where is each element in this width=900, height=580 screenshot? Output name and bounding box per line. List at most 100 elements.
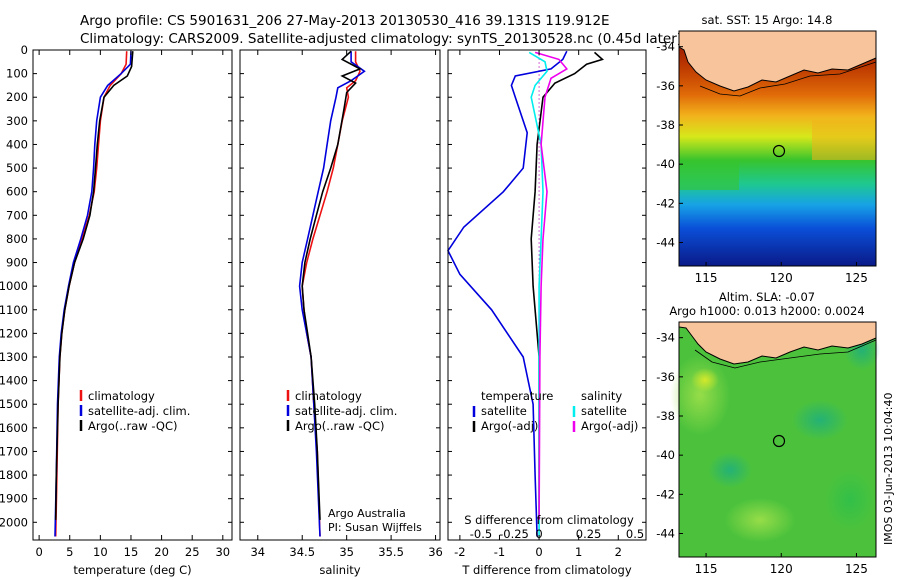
plot-frame bbox=[239, 49, 441, 541]
map-y-tick-label-5: -44 bbox=[656, 527, 675, 541]
x-axis-label: temperature (deg C) bbox=[73, 563, 191, 577]
x-tick-label-5: 25 bbox=[185, 545, 200, 559]
x-tick-label-0: 34 bbox=[250, 545, 265, 559]
sla-map-title: Altim. SLA: -0.07 bbox=[719, 290, 815, 304]
y-tick-label-9: 900 bbox=[6, 256, 28, 270]
x-tick-label-1: 5 bbox=[66, 545, 73, 559]
secondary-x-tick-label-4: 0.5 bbox=[626, 527, 644, 541]
x-tick-label-0: -2 bbox=[454, 545, 465, 559]
map-y-tick-label-2: -38 bbox=[656, 118, 675, 132]
sla-map-blob-3 bbox=[708, 452, 752, 488]
secondary-x-axis-label: S difference from climatology bbox=[464, 513, 634, 527]
x-tick-label-2: 10 bbox=[93, 545, 108, 559]
series-line-0 bbox=[301, 51, 361, 537]
legend-salinity-label-2: Argo(-adj) bbox=[581, 419, 638, 433]
x-tick-label-1: -1 bbox=[494, 545, 505, 559]
figure-title-line1: Argo profile: CS 5901631_206 27-May-2013… bbox=[80, 13, 610, 29]
x-axis-label: salinity bbox=[319, 563, 360, 577]
x-tick-label-4: 20 bbox=[154, 545, 169, 559]
figure-title-line2: Climatology: CARS2009. Satellite-adjuste… bbox=[80, 31, 682, 47]
map-y-tick-label-4: -42 bbox=[656, 196, 675, 210]
sla-map-land bbox=[678, 321, 877, 365]
map-x-tick-label-2: 125 bbox=[845, 271, 868, 285]
sst-map-argo-marker bbox=[772, 144, 786, 158]
map-y-tick-label-1: -36 bbox=[656, 370, 675, 384]
difference-panel: -2 -1 0 1 2 T difference from climatology temp… bbox=[447, 49, 647, 577]
y-tick-label-4: 400 bbox=[6, 137, 28, 151]
y-tick-label-7: 700 bbox=[6, 208, 28, 222]
plot-frame bbox=[32, 49, 233, 541]
timestamp-side-label: IMOS 03-Jun-2013 10:04:40 bbox=[882, 392, 895, 545]
sla-map-frame bbox=[678, 321, 877, 558]
legend-temperature-label-1: satellite bbox=[481, 404, 527, 418]
map-y-tick-label-3: -40 bbox=[656, 157, 675, 171]
legend-temperature-heading: temperature bbox=[481, 389, 553, 403]
map-y-tick-label-5: -44 bbox=[656, 236, 675, 250]
y-tick-label-6: 600 bbox=[6, 185, 28, 199]
legend-temperature-label-2: Argo(-adj) bbox=[481, 419, 538, 433]
x-tick-label-6: 30 bbox=[215, 545, 230, 559]
sst-map-patch-warm bbox=[812, 120, 876, 160]
sla-map-subtitle: Argo h1000: 0.013 h2000: 0.0024 bbox=[669, 304, 864, 318]
x-tick-label-3: 1 bbox=[575, 545, 582, 559]
series-line-2 bbox=[54, 51, 134, 520]
sst-map-patch-green bbox=[679, 160, 739, 190]
y-tick-label-13: 1300 bbox=[0, 350, 28, 364]
temperature-panel: 0 5 10 15 20 25 300100200300400500600700800900… bbox=[0, 43, 233, 577]
credit-annotation-0: Argo Australia bbox=[328, 507, 406, 520]
legend-label-0: climatology bbox=[295, 389, 362, 403]
x-tick-label-2: 35 bbox=[339, 545, 354, 559]
x-axis-label: T difference from climatology bbox=[461, 563, 632, 577]
y-tick-label-16: 1600 bbox=[0, 421, 28, 435]
secondary-x-tick-label-1: -0.25 bbox=[499, 527, 529, 541]
map-x-tick-label-2: 125 bbox=[845, 562, 868, 576]
secondary-x-tick-label-3: 0.25 bbox=[576, 527, 602, 541]
y-tick-label-11: 1100 bbox=[0, 303, 28, 317]
map-y-tick-label-4: -42 bbox=[656, 487, 675, 501]
map-y-tick-label-0: -34 bbox=[656, 40, 675, 54]
series-line-1 bbox=[530, 51, 605, 520]
map-x-tick-label-1: 120 bbox=[770, 562, 793, 576]
y-tick-label-8: 800 bbox=[6, 232, 28, 246]
map-y-tick-label-1: -36 bbox=[656, 79, 675, 93]
map-y-tick-label-3: -40 bbox=[656, 448, 675, 462]
sst-map-title: sat. SST: 15 Argo: 14.8 bbox=[702, 13, 833, 27]
series-line-2 bbox=[528, 51, 548, 537]
sla-map-argo-marker bbox=[772, 434, 786, 448]
map-x-tick-label-0: 115 bbox=[695, 271, 718, 285]
series-line-3 bbox=[534, 51, 569, 520]
legend-salinity-label-1: satellite bbox=[581, 404, 627, 418]
x-tick-label-4: 36 bbox=[428, 545, 443, 559]
map-y-tick-label-2: -38 bbox=[656, 409, 675, 423]
x-tick-label-1: 34.5 bbox=[289, 545, 315, 559]
x-tick-label-3: 35.5 bbox=[378, 545, 404, 559]
y-tick-label-18: 1800 bbox=[0, 468, 28, 482]
sla-map-blob-2 bbox=[691, 368, 719, 392]
x-tick-label-2: 0 bbox=[535, 545, 542, 559]
y-tick-label-5: 500 bbox=[6, 161, 28, 175]
x-tick-label-0: 0 bbox=[35, 545, 42, 559]
legend-label-1: satellite-adj. clim. bbox=[88, 404, 190, 418]
map-x-tick-label-0: 115 bbox=[695, 562, 718, 576]
sla-map: Altim. SLA: -0.07 Argo h1000: 0.013 h200… bbox=[656, 290, 880, 576]
y-tick-label-0: 0 bbox=[21, 43, 28, 57]
secondary-x-tick-label-2: 0 bbox=[535, 527, 542, 541]
sst-map-land bbox=[678, 30, 877, 92]
y-tick-label-15: 1500 bbox=[0, 397, 28, 411]
x-tick-label-4: 2 bbox=[615, 545, 622, 559]
legend-label-2: Argo(..raw -QC) bbox=[295, 419, 385, 433]
sst-map-coast-contour bbox=[699, 61, 877, 97]
map-x-tick-label-1: 120 bbox=[770, 271, 793, 285]
y-tick-label-3: 300 bbox=[6, 114, 28, 128]
y-tick-label-1: 100 bbox=[6, 67, 28, 81]
legend-label-2: Argo(..raw -QC) bbox=[88, 419, 178, 433]
y-tick-label-17: 1700 bbox=[0, 444, 28, 458]
sla-map-blob-4 bbox=[792, 400, 848, 440]
y-tick-label-2: 200 bbox=[6, 90, 28, 104]
series-line-2 bbox=[301, 50, 362, 520]
sla-map-blob-5 bbox=[825, 470, 875, 530]
series-line-1 bbox=[298, 51, 366, 537]
sst-map-frame bbox=[678, 30, 877, 267]
secondary-x-tick-label-0: -0.5 bbox=[470, 527, 492, 541]
